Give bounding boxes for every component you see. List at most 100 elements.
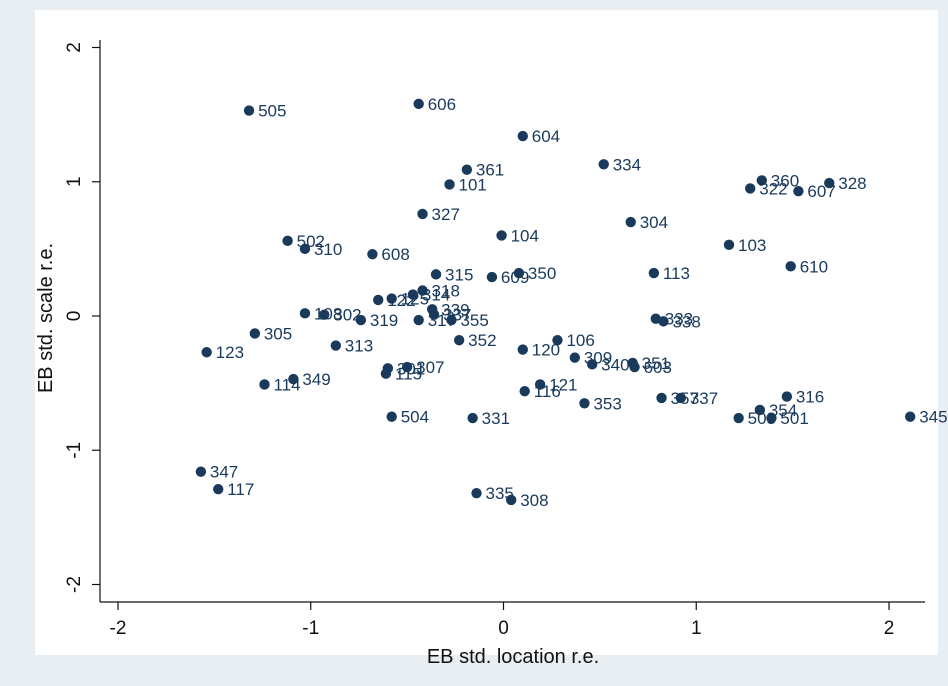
data-point-label: 345: [919, 408, 947, 427]
data-point-label: 308: [520, 491, 548, 510]
data-point: [496, 230, 507, 241]
data-point-label: 121: [549, 375, 577, 394]
data-point-label: 104: [511, 226, 539, 245]
data-point: [648, 267, 660, 279]
data-point: [513, 267, 525, 279]
data-point: [656, 392, 667, 404]
data-point-label: 318: [432, 281, 460, 300]
data-point: [417, 208, 428, 220]
data-point: [766, 412, 777, 424]
data-point: [785, 261, 796, 272]
data-point-label: 355: [460, 311, 488, 330]
data-point: [552, 334, 563, 346]
data-point: [569, 352, 581, 363]
data-point: [534, 379, 546, 390]
data-point-label: 122: [387, 291, 415, 310]
data-point-label: 322: [759, 179, 787, 198]
data-point-label: 337: [690, 389, 718, 408]
data-point: [367, 249, 378, 260]
data-point-label: 113: [663, 264, 690, 283]
data-point-label: 608: [381, 245, 409, 264]
data-point: [446, 314, 457, 326]
x-tick-label: -1: [302, 618, 319, 639]
data-point: [380, 368, 392, 379]
data-point: [249, 328, 261, 339]
data-point-label: 333: [665, 310, 693, 329]
data-point: [461, 164, 473, 175]
data-point: [444, 179, 455, 190]
data-point-label: 115: [395, 365, 422, 384]
data-point: [486, 271, 498, 283]
data-point: [629, 361, 640, 373]
data-point: [824, 177, 835, 189]
data-point: [519, 385, 530, 397]
data-point: [417, 285, 428, 296]
x-tick-label: 1: [691, 618, 702, 639]
axes: -2 -1 0 1 2 -2 -1 0 1 2: [64, 40, 925, 639]
data-point: [243, 105, 255, 116]
data-point: [506, 494, 517, 506]
x-tick-label: -2: [110, 618, 127, 639]
data-point-label: 117: [227, 480, 254, 499]
data-point: [586, 359, 598, 370]
data-point-label: 603: [644, 358, 672, 377]
data-point-label: 334: [613, 155, 641, 174]
data-point: [658, 316, 669, 327]
y-tick-label: -1: [64, 442, 85, 459]
data-point: [756, 175, 767, 186]
data-point: [413, 314, 424, 326]
data-point: [299, 243, 311, 255]
data-point: [195, 466, 207, 477]
data-point-label: 347: [210, 463, 238, 482]
data-point: [428, 309, 440, 320]
data-point-label: 504: [401, 408, 429, 427]
data-point-label: 505: [258, 102, 286, 121]
data-point: [745, 183, 756, 194]
data-point: [299, 308, 311, 319]
data-point-label: 354: [769, 401, 797, 420]
data-point: [625, 216, 636, 228]
data-point: [401, 361, 413, 373]
data-point-label: 350: [528, 264, 556, 283]
data-point: [407, 289, 419, 300]
data-point: [413, 98, 424, 110]
data-point-label: 310: [314, 240, 342, 259]
data-point: [430, 269, 442, 280]
data-point-label: 331: [482, 409, 510, 428]
plot-area: [35, 10, 938, 655]
data-point-label: 304: [640, 213, 668, 232]
data-point: [330, 340, 342, 351]
data-point: [733, 412, 744, 424]
data-point: [905, 411, 916, 422]
data-point: [598, 159, 609, 170]
data-point: [467, 412, 478, 424]
data-point: [517, 130, 528, 142]
data-point-label: 116: [534, 382, 561, 401]
data-point: [213, 483, 224, 495]
data-point: [781, 391, 793, 402]
data-point-label: 319: [370, 311, 398, 330]
data-point-label: 361: [476, 161, 504, 180]
data-point: [259, 379, 270, 390]
data-point-label: 123: [216, 343, 244, 362]
data-point: [675, 392, 687, 404]
data-point-label: 349: [302, 370, 330, 389]
data-point-label: 607: [807, 182, 835, 201]
data-point: [355, 314, 367, 326]
data-point-label: 610: [800, 257, 828, 276]
data-point: [373, 294, 384, 306]
data-point-label: 340: [601, 355, 629, 374]
data-point: [471, 488, 482, 499]
data-point: [579, 398, 590, 409]
data-point-label: 120: [532, 341, 560, 360]
data-point: [386, 411, 397, 422]
data-point: [288, 373, 299, 385]
data-point-label: 302: [333, 306, 361, 325]
data-point-label: 305: [264, 324, 292, 343]
x-tick-label: 0: [498, 618, 509, 639]
data-point: [453, 334, 465, 346]
data-point: [319, 309, 330, 320]
y-axis-title: EB std. scale r.e.: [35, 243, 57, 393]
